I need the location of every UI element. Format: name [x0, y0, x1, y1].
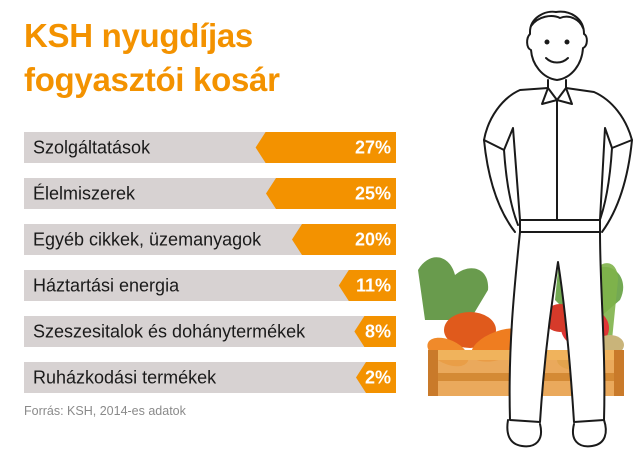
bar-row: Háztartási energia 11%	[24, 270, 396, 301]
bar-row: Ruházkodási termékek 2%	[24, 362, 396, 393]
title-line-2: fogyasztói kosár	[24, 61, 280, 98]
chart-title: KSH nyugdíjas fogyasztói kosár	[24, 14, 280, 102]
value-label: 11%	[356, 276, 391, 296]
value-label: 25%	[355, 184, 391, 204]
title-line-1: KSH nyugdíjas	[24, 17, 253, 54]
man-figure	[483, 10, 633, 448]
category-label: Élelmiszerek	[33, 184, 136, 204]
bar	[354, 316, 396, 347]
category-label: Ruházkodási termékek	[33, 368, 217, 388]
source-note: Forrás: KSH, 2014-es adatok	[24, 404, 186, 418]
bar-row-background	[24, 316, 396, 347]
bar-row-background	[24, 362, 396, 393]
bar-row: Szolgáltatások 27%	[24, 132, 396, 163]
bar-row-background	[24, 270, 396, 301]
value-label: 2%	[365, 368, 391, 388]
category-label: Szolgáltatások	[33, 138, 151, 158]
bar	[338, 270, 396, 301]
bar-row: Egyéb cikkek, üzemanyagok 20%	[24, 224, 396, 255]
category-label: Háztartási energia	[33, 276, 180, 296]
value-label: 8%	[365, 322, 391, 342]
bar	[356, 362, 396, 393]
category-label: Egyéb cikkek, üzemanyagok	[33, 230, 262, 250]
bar	[266, 178, 396, 209]
value-label: 20%	[355, 230, 391, 250]
category-label: Szeszesitalok és dohánytermékek	[33, 322, 306, 342]
bar-row: Szeszesitalok és dohánytermékek 8%	[24, 316, 396, 347]
value-label: 27%	[355, 138, 391, 158]
bar	[292, 224, 396, 255]
bar	[255, 132, 396, 163]
bar-row: Élelmiszerek 25%	[24, 178, 396, 209]
